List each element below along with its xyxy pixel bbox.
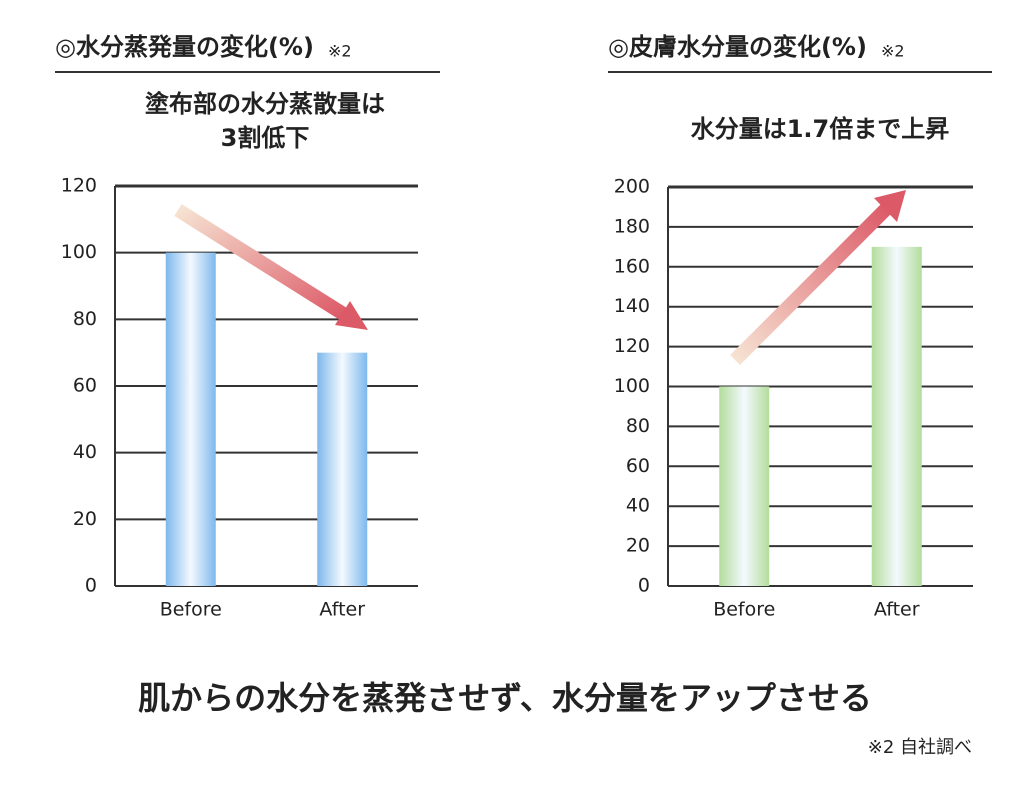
y-tick-label: 100 (614, 375, 650, 397)
y-tick-label: 120 (614, 335, 650, 357)
y-tick-label: 20 (626, 535, 650, 557)
y-tick-label: 140 (614, 295, 650, 317)
x-tick-label: After (319, 599, 365, 621)
bar (719, 386, 770, 586)
x-tick-label: Before (713, 599, 775, 621)
y-tick-label: 80 (73, 308, 97, 330)
footnote: ※2 自社調べ (868, 737, 972, 758)
annotation: 水分量は1.7倍まで上昇 (691, 115, 950, 143)
y-tick-label: 100 (61, 241, 97, 263)
title-note: ※2 (328, 42, 352, 61)
arrow-head (335, 301, 368, 330)
x-tick-label: After (874, 599, 920, 621)
y-tick-label: 40 (73, 441, 97, 463)
trend-arrow (174, 204, 349, 321)
chart-title: ◎水分蒸発量の変化(%) (55, 33, 314, 61)
y-tick-label: 180 (614, 215, 650, 237)
y-tick-label: 160 (614, 255, 650, 277)
trend-arrow (730, 202, 893, 365)
bar (165, 252, 216, 586)
title-note: ※2 (881, 42, 905, 61)
arrow-head (874, 190, 906, 222)
annotation: 3割低下 (221, 124, 310, 152)
bar (871, 246, 922, 586)
y-tick-label: 40 (626, 495, 650, 517)
y-tick-label: 200 (614, 176, 650, 198)
y-tick-label: 0 (638, 575, 650, 597)
y-tick-label: 80 (626, 415, 650, 437)
annotation: 塗布部の水分蒸散量は (145, 90, 385, 118)
y-tick-label: 120 (61, 175, 97, 197)
x-tick-label: Before (160, 599, 222, 621)
y-tick-label: 20 (73, 508, 97, 530)
caption: 肌からの水分を蒸発させず、水分量をアップさせる (138, 679, 872, 717)
arrows (174, 190, 906, 365)
y-tick-label: 60 (626, 455, 650, 477)
y-tick-label: 60 (73, 375, 97, 397)
bar (317, 352, 368, 586)
y-tick-label: 0 (85, 575, 97, 597)
chart-title: ◎皮膚水分量の変化(%) (608, 33, 867, 61)
